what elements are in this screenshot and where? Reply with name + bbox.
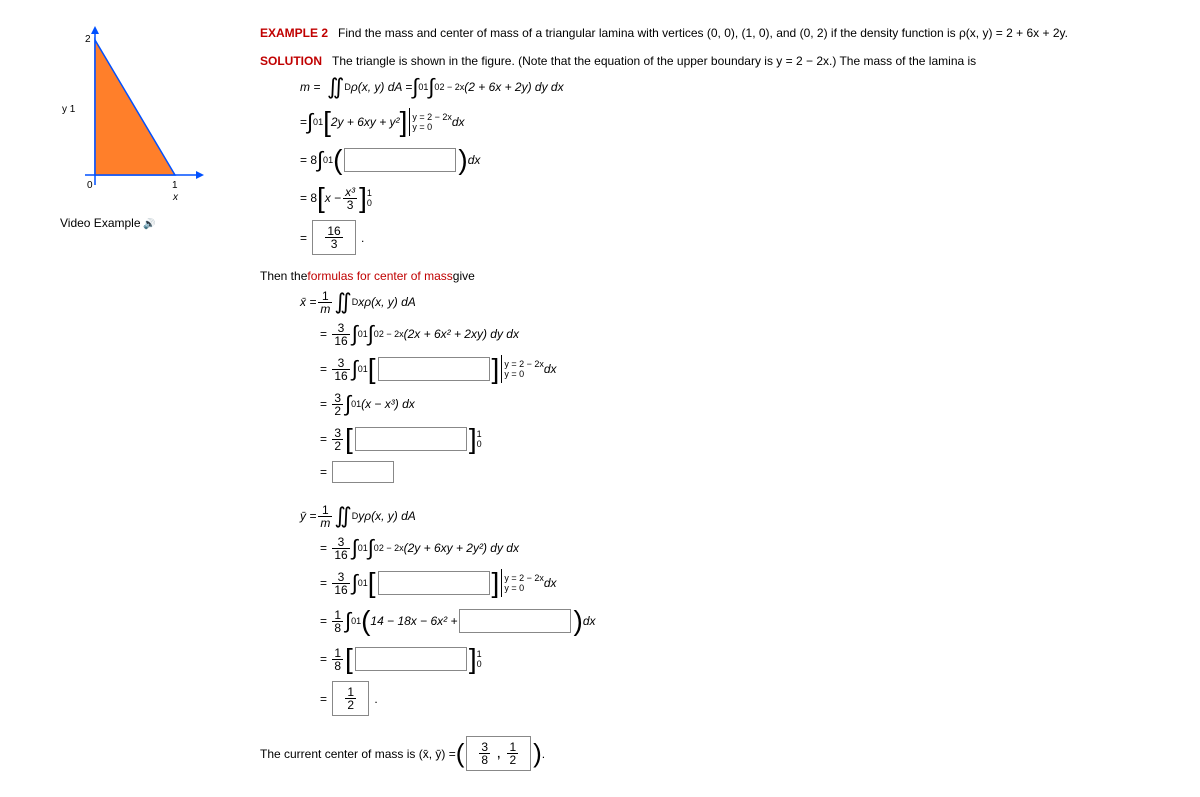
blank-input-4[interactable] xyxy=(332,461,394,483)
formulas-link[interactable]: formulas for center of mass xyxy=(307,269,452,283)
video-example-link[interactable]: Video Example xyxy=(60,216,240,230)
solution-label: SOLUTION xyxy=(260,54,322,68)
xbar-step-4: = 32 ∫01 (x − x³) dx xyxy=(320,391,1140,417)
triangle-figure: 2 y 1 0 1 x xyxy=(60,20,210,210)
ybar-step-5: = 18 [ ] 10 xyxy=(320,643,1140,675)
ybar-step-2: = 316 ∫01 ∫02 − 2x (2y + 6xy + 2y²) dy d… xyxy=(320,535,1140,561)
then-line: Then the formulas for center of mass giv… xyxy=(260,269,1140,283)
blank-input-3[interactable] xyxy=(355,427,467,451)
double-int-icon: ∬ xyxy=(327,74,344,100)
center-of-mass-answer: The current center of mass is (x̄, ȳ) = … xyxy=(260,736,1140,771)
xbar-step-3: = 316 ∫01 [ ] y = 2 − 2xy = 0 dx xyxy=(320,353,1140,385)
blank-input-1[interactable] xyxy=(344,148,456,172)
example-heading: EXAMPLE 2 Find the mass and center of ma… xyxy=(260,26,1140,40)
mass-step-1: m = ∬D ρ(x, y) dA = ∫01 ∫02 − 2x (2 + 6x… xyxy=(300,74,1140,100)
blank-input-7[interactable] xyxy=(355,647,467,671)
origin-label: 0 xyxy=(87,180,93,191)
blank-input-5[interactable] xyxy=(378,571,490,595)
ybar-step-3: = 316 ∫01 [ ] y = 2 − 2xy = 0 dx xyxy=(320,567,1140,599)
ybar-step-1: ȳ = 1m ∬D yρ(x, y) dA xyxy=(300,503,1140,529)
blank-input-2[interactable] xyxy=(378,357,490,381)
blank-input-6[interactable] xyxy=(459,609,571,633)
y-axis-label: y 1 xyxy=(62,104,76,115)
xbar-step-2: = 316 ∫01 ∫02 − 2x (2x + 6x² + 2xy) dy d… xyxy=(320,321,1140,347)
example-text: Find the mass and center of mass of a tr… xyxy=(338,26,1068,40)
xbar-step-6: = xyxy=(320,461,1140,483)
example-label: EXAMPLE 2 xyxy=(260,26,328,40)
solution-intro: The triangle is shown in the figure. (No… xyxy=(332,54,976,68)
xbar-step-5: = 32 [ ] 10 xyxy=(320,423,1140,455)
m-equals: m = xyxy=(300,80,320,94)
figure-panel: 2 y 1 0 1 x Video Example xyxy=(60,20,240,230)
y-tick-2: 2 xyxy=(85,34,91,45)
ybar-step-6: = 12 . xyxy=(320,681,1140,716)
mass-step-2: = ∫01 [ 2y + 6xy + y² ] y = 2 − 2xy = 0 … xyxy=(300,106,1140,138)
solution-heading: SOLUTION The triangle is shown in the fi… xyxy=(260,54,1140,68)
mass-step-4: = 8 [ x − x³3 ] 10 xyxy=(300,182,1140,214)
mass-step-3: = 8 ∫01 ( ) dx xyxy=(300,144,1140,176)
x-tick-1: 1 xyxy=(172,180,178,191)
ybar-step-4: = 18 ∫01 ( 14 − 18x − 6x² + ) dx xyxy=(320,605,1140,637)
xbar-step-1: x̄ = 1m ∬D xρ(x, y) dA xyxy=(300,289,1140,315)
x-axis-label: x xyxy=(172,192,179,203)
mass-step-5: = 163 . xyxy=(300,220,1140,255)
